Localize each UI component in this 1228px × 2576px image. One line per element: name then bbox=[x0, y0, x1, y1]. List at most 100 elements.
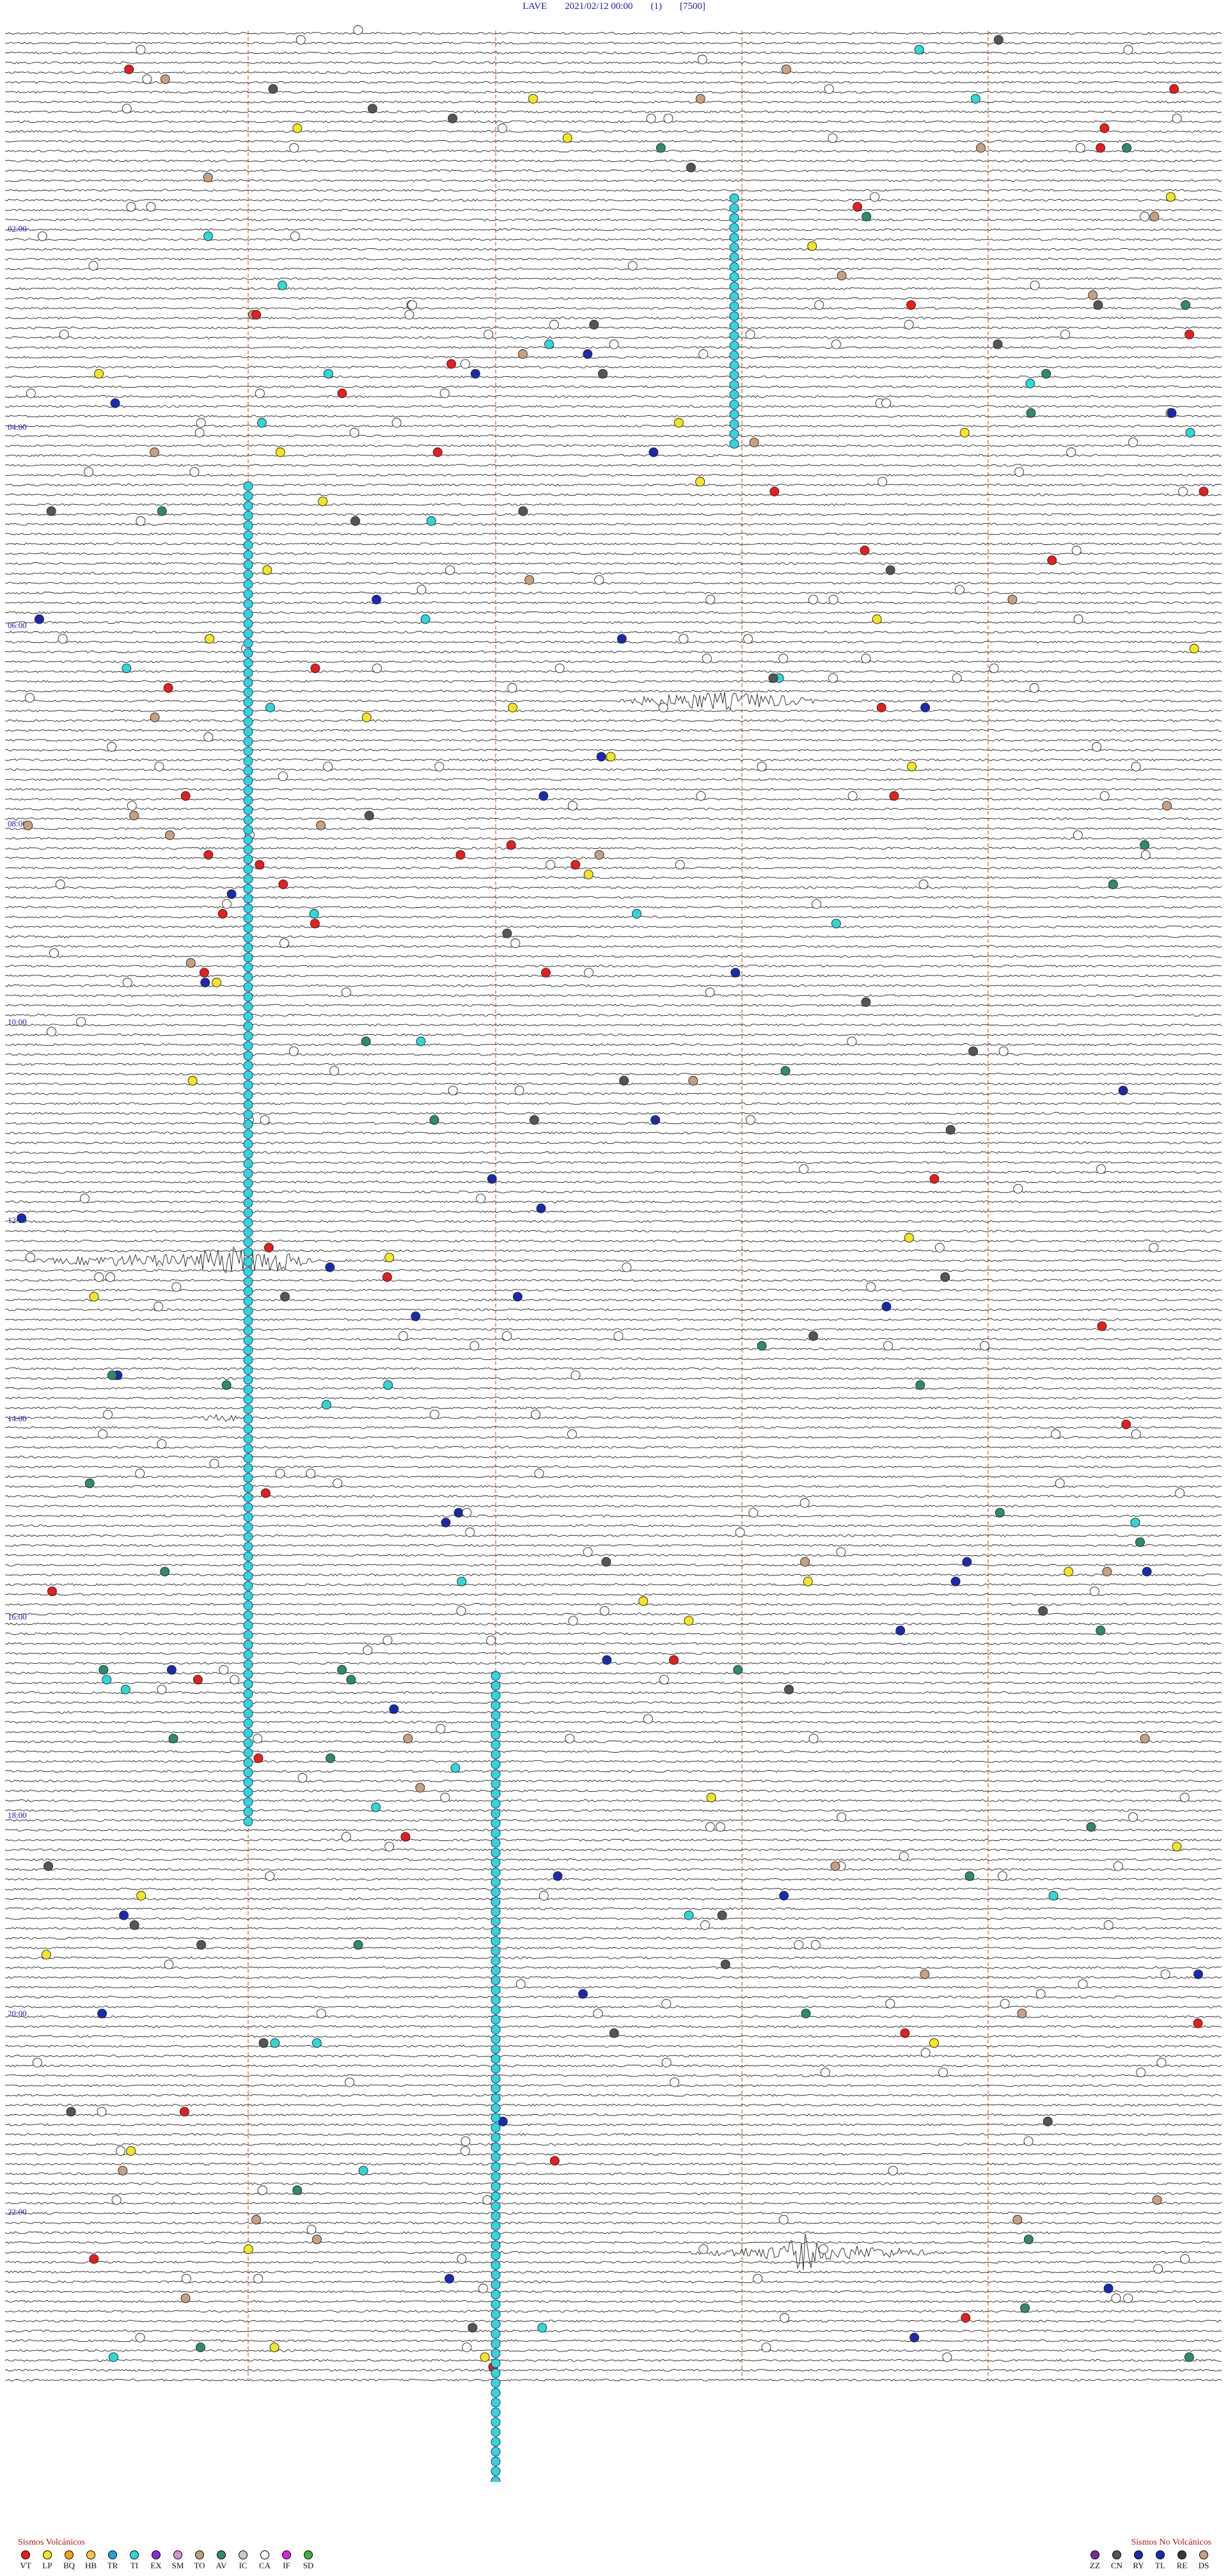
event-marker-icon bbox=[484, 329, 494, 340]
tremor-marker-icon bbox=[491, 2113, 501, 2123]
legend-marker-icon bbox=[43, 2550, 52, 2559]
tremor-marker-icon bbox=[243, 1375, 253, 1385]
event-marker-icon bbox=[1099, 123, 1110, 133]
tremor-marker-icon bbox=[491, 2368, 501, 2378]
event-marker-icon bbox=[361, 713, 372, 722]
event-marker-icon bbox=[613, 1331, 624, 1341]
event-marker-icon bbox=[189, 467, 200, 477]
tremor-marker-icon bbox=[491, 2398, 501, 2408]
event-marker-icon bbox=[989, 663, 999, 674]
event-marker-icon bbox=[1172, 113, 1182, 123]
event-marker-icon bbox=[171, 1282, 182, 1292]
tremor-marker-icon bbox=[243, 1424, 253, 1434]
seismic-trace bbox=[4, 209, 1222, 212]
seismic-trace bbox=[4, 1868, 1222, 1871]
seismic-trace bbox=[4, 866, 1222, 869]
event-marker-icon bbox=[154, 761, 164, 771]
seismic-trace bbox=[4, 1652, 1222, 1655]
event-marker-icon bbox=[94, 368, 104, 379]
tremor-marker-icon bbox=[491, 1828, 501, 1838]
event-marker-icon bbox=[288, 1046, 299, 1056]
tremor-marker-icon bbox=[243, 923, 253, 933]
event-marker-icon bbox=[480, 2352, 490, 2362]
event-marker-icon bbox=[103, 1409, 113, 1419]
event-marker-icon bbox=[453, 1508, 464, 1518]
event-marker-icon bbox=[97, 2009, 107, 2019]
seismic-trace bbox=[4, 1947, 1222, 1950]
event-marker-icon bbox=[1128, 1812, 1138, 1822]
event-marker-icon bbox=[426, 516, 436, 526]
event-marker-icon bbox=[808, 594, 818, 604]
seismic-trace bbox=[4, 2113, 1222, 2117]
seismic-trace bbox=[4, 2349, 1222, 2352]
tremor-marker-icon bbox=[243, 1669, 253, 1679]
tremor-marker-icon bbox=[243, 1512, 253, 1522]
event-marker-icon bbox=[76, 1016, 86, 1027]
event-marker-icon bbox=[119, 1910, 129, 1920]
tremor-marker-icon bbox=[243, 903, 253, 913]
event-marker-icon bbox=[1096, 1164, 1106, 1174]
event-marker-icon bbox=[1169, 84, 1179, 94]
tremor-marker-icon bbox=[491, 2201, 501, 2211]
event-marker-icon bbox=[1023, 2136, 1034, 2146]
seismic-trace bbox=[4, 876, 1222, 880]
event-marker-icon bbox=[619, 1076, 629, 1086]
seismic-trace bbox=[4, 434, 1222, 438]
event-marker-icon bbox=[316, 2009, 326, 2019]
seismic-trace bbox=[4, 1102, 1222, 1105]
seismic-trace bbox=[4, 1210, 1222, 1213]
seismic-trace bbox=[4, 2005, 1222, 2009]
event-marker-icon bbox=[310, 663, 320, 674]
tremor-marker-icon bbox=[243, 1551, 253, 1561]
tremor-marker-icon bbox=[243, 1571, 253, 1581]
event-marker-icon bbox=[102, 1675, 112, 1685]
event-marker-icon bbox=[279, 938, 289, 948]
tremor-marker-icon bbox=[243, 687, 253, 697]
event-marker-icon bbox=[778, 2215, 789, 2225]
seismic-trace bbox=[4, 306, 1222, 310]
seismic-trace bbox=[4, 454, 1222, 457]
seismic-trace bbox=[4, 1495, 1222, 1498]
event-marker-icon bbox=[468, 2323, 478, 2333]
tremor-marker-icon bbox=[491, 2073, 501, 2083]
event-marker-icon bbox=[129, 810, 139, 821]
seismic-trace bbox=[4, 2054, 1222, 2058]
tremor-marker-icon bbox=[243, 1718, 253, 1728]
tremor-marker-icon bbox=[243, 844, 253, 855]
event-marker-icon bbox=[124, 64, 134, 74]
event-marker-icon bbox=[1096, 143, 1106, 153]
event-marker-icon bbox=[929, 2038, 939, 2048]
tremor-marker-icon bbox=[243, 815, 253, 825]
legend-marker-icon bbox=[1199, 2550, 1208, 2559]
tremor-marker-icon bbox=[243, 1630, 253, 1640]
event-marker-icon bbox=[808, 1331, 819, 1341]
event-marker-icon bbox=[1122, 143, 1132, 153]
event-marker-icon bbox=[938, 2067, 948, 2078]
event-marker-icon bbox=[510, 938, 521, 948]
event-marker-icon bbox=[265, 702, 276, 713]
tremor-marker-icon bbox=[729, 439, 739, 449]
event-marker-icon bbox=[915, 1380, 925, 1390]
seismic-trace bbox=[4, 424, 1222, 428]
event-marker-icon bbox=[1093, 300, 1103, 310]
tremor-marker-icon bbox=[243, 589, 253, 599]
event-marker-icon bbox=[818, 2244, 828, 2254]
event-marker-icon bbox=[47, 1586, 57, 1597]
seismic-trace bbox=[4, 679, 1222, 683]
tremor-marker-icon bbox=[243, 795, 253, 805]
event-marker-icon bbox=[25, 693, 35, 703]
event-marker-icon bbox=[203, 172, 213, 182]
legend-marker-icon bbox=[260, 2550, 269, 2559]
event-marker-icon bbox=[757, 1341, 767, 1351]
event-marker-icon bbox=[487, 1174, 497, 1184]
event-marker-icon bbox=[1113, 1861, 1123, 1871]
event-marker-icon bbox=[876, 702, 886, 713]
seismic-trace bbox=[4, 61, 1222, 65]
event-marker-icon bbox=[1088, 290, 1098, 300]
seismic-trace bbox=[4, 1455, 1222, 1458]
seismic-trace bbox=[4, 691, 1222, 711]
event-marker-icon bbox=[196, 1940, 207, 1950]
tremor-marker-icon bbox=[729, 429, 739, 439]
tremor-marker-icon bbox=[491, 1759, 501, 1769]
event-marker-icon bbox=[808, 1734, 819, 1744]
